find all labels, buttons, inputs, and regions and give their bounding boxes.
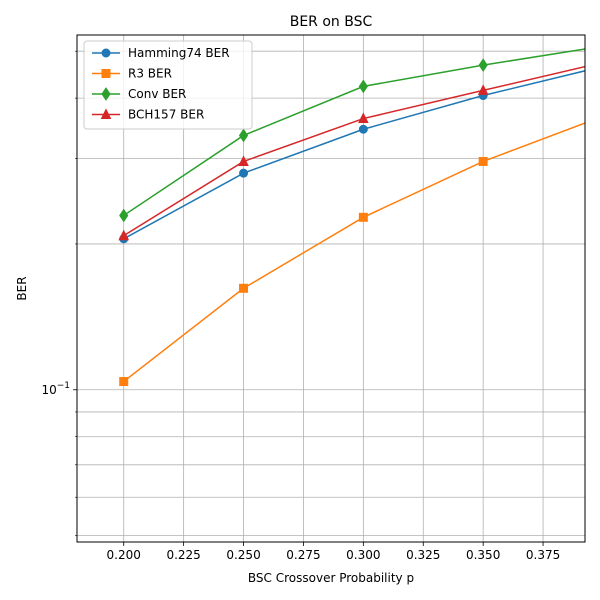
- data-point: [477, 84, 489, 95]
- legend-entry: BCH157 BER: [92, 108, 204, 122]
- legend-marker: [101, 87, 111, 101]
- legend-label: BCH157 BER: [128, 108, 204, 122]
- x-tick-label: 0.225: [166, 548, 200, 562]
- legend-entry: Conv BER: [92, 87, 186, 101]
- data-point: [478, 58, 488, 73]
- series-diamond: [119, 48, 585, 223]
- data-point: [239, 283, 249, 293]
- data-point: [118, 229, 130, 241]
- y-axis-label: BER: [15, 276, 29, 300]
- legend-label: Hamming74 BER: [128, 46, 230, 60]
- legend-entry: Hamming74 BER: [92, 46, 230, 60]
- legend-label: Conv BER: [128, 87, 186, 101]
- data-point: [119, 208, 129, 223]
- series-layer: [118, 48, 585, 387]
- chart-title: BER on BSC: [290, 14, 373, 30]
- plot-frame: [76, 34, 586, 543]
- data-point: [358, 79, 368, 94]
- legend: Hamming74 BER R3 BER Conv BER BCH157 BER: [83, 40, 253, 130]
- x-axis-label: BSC Crossover Probability p: [248, 571, 414, 585]
- y-tick-label: 10−1: [41, 381, 70, 397]
- data-point: [238, 128, 249, 143]
- legend-label: R3 BER: [128, 67, 172, 81]
- series-square: [119, 122, 585, 387]
- legend-marker: [101, 48, 111, 58]
- series-triangle: [118, 65, 585, 241]
- y-axis: 10−1: [41, 50, 77, 536]
- x-tick-label: 0.275: [286, 548, 320, 562]
- data-point: [238, 155, 249, 166]
- legend-box: [83, 40, 253, 130]
- legend-entry: R3 BER: [92, 67, 172, 81]
- data-point: [358, 112, 369, 124]
- x-tick-label: 0.375: [526, 548, 560, 562]
- x-tick-label: 0.350: [466, 548, 500, 562]
- legend-marker: [101, 69, 111, 78]
- x-tick-label: 0.300: [346, 548, 380, 562]
- x-tick-label: 0.250: [226, 548, 260, 562]
- data-point: [358, 212, 368, 222]
- x-tick-label: 0.200: [107, 548, 141, 562]
- legend-marker: [100, 108, 112, 119]
- x-axis: 0.200 0.225 0.250 0.275 0.300 0.325 0.350 0.375: [107, 542, 560, 562]
- x-tick-label: 0.325: [406, 548, 440, 562]
- data-point: [119, 377, 129, 387]
- data-point: [478, 156, 488, 166]
- data-point: [239, 168, 249, 178]
- data-point: [358, 124, 368, 134]
